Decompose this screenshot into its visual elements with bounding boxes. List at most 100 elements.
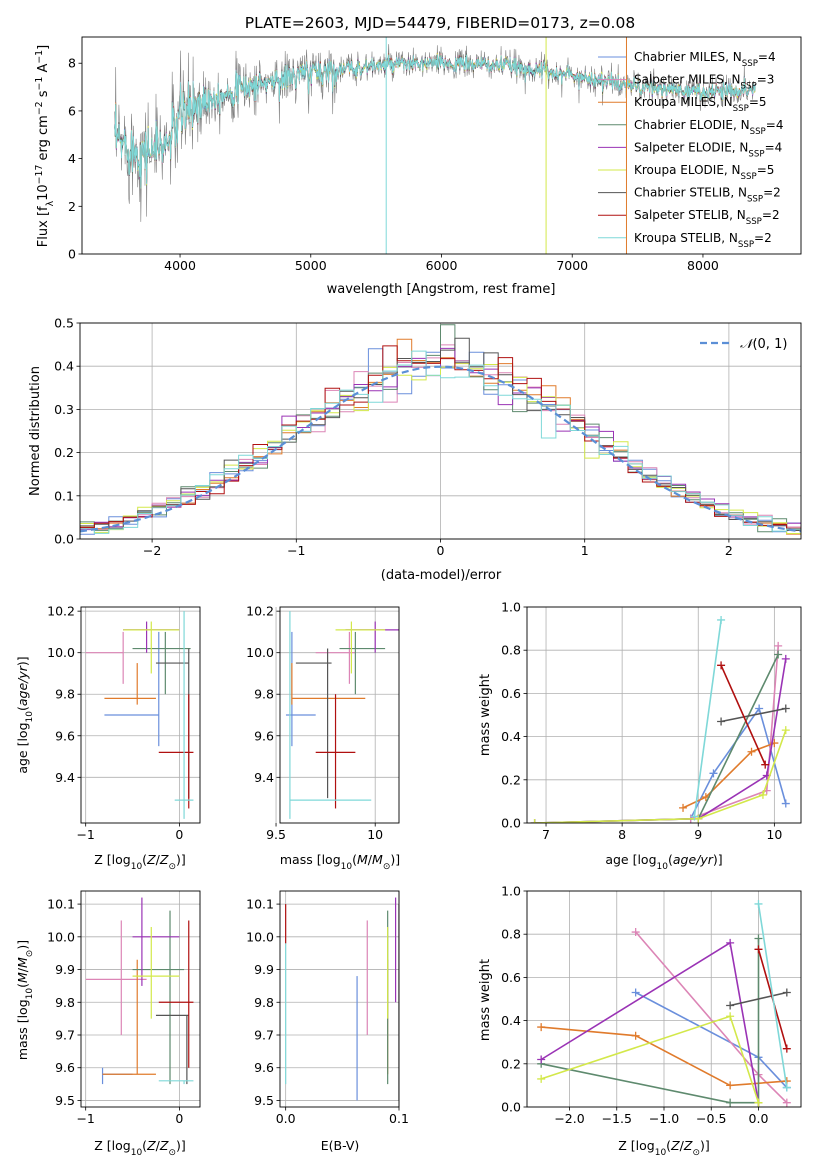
mass-weight-marker (726, 1012, 735, 1021)
plot-layer (537, 899, 791, 1107)
label-part: =3 (757, 73, 775, 87)
label-part: Chabrier ELODIE, N (634, 118, 750, 132)
mass-weight-marker (709, 769, 718, 778)
mass-weight-line (693, 619, 722, 817)
massweight-age-x-label: age [log10(age/yr)] (605, 852, 722, 872)
label-part: −2 (34, 101, 45, 115)
legend-entry: Kroupa ELODIE, NSSP=5 (634, 163, 774, 182)
mass-weight-marker (781, 654, 790, 663)
age-vs-mass-x-label: mass [log10(M/M⊙)] (280, 852, 400, 872)
label-part: Z (159, 852, 169, 867)
ticks: 7 8 9 10 0.0 0.2 0.4 0.6 0.8 1.0 (501, 600, 782, 843)
plot-layer (285, 611, 399, 819)
mass-weight-marker (631, 1031, 640, 1040)
x-tick-label: 5000 (295, 258, 327, 273)
label-part: SSP (746, 217, 762, 227)
label-part: Salpeter MILES, N (634, 73, 741, 87)
label-part: / (156, 1138, 161, 1153)
label-part: 10 (131, 862, 143, 872)
x-tick-label: 1 (581, 543, 589, 558)
mass-weight-marker (774, 650, 783, 659)
label-part: −17 (34, 165, 45, 185)
label-part: λ (45, 200, 56, 206)
label-part: SSP (738, 240, 754, 250)
label-part: 10 (131, 1148, 143, 1158)
mass-weight-marker (754, 899, 763, 908)
plot-area (82, 37, 801, 254)
label-part: ( (668, 852, 673, 867)
x-tick-label: −1.0 (649, 1111, 679, 1126)
y-tick-label: 9.6 (55, 728, 75, 743)
label-part: ⊙ (383, 862, 391, 872)
label-part: =2 (763, 186, 781, 200)
label-part: ( (142, 1138, 147, 1153)
label-part: Chabrier STELIB, N (634, 186, 747, 200)
ticks: 9.5 10 9.4 9.6 9.8 10.0 10.2 (246, 604, 383, 842)
chart-massweight_vs_Z: −2.0 −1.5 −1.0 −0.5 0.0 0.0 0.2 0.4 0.6 0.8 1.0 Z [… (478, 884, 802, 1158)
massweight-Z-x-label: Z [log10(Z/Z⊙)] (618, 1138, 710, 1158)
mass-weight-line (720, 707, 786, 723)
label-part: =4 (758, 50, 776, 64)
label-part: Kroupa STELIB, N (634, 231, 738, 245)
ticks: −1 0 9.4 9.6 9.8 10.0 10.2 (47, 604, 183, 842)
plot-area (280, 891, 399, 1107)
y-tick-label: 10.0 (246, 929, 274, 944)
mass-weight-marker (631, 928, 640, 937)
mass-vs-Z-y-label: mass [log10(M/M⊙)] (15, 940, 35, 1060)
y-tick-label: 0.4 (54, 359, 74, 374)
x-tick-label: 0 (175, 827, 183, 842)
x-tick-label: 0.0 (749, 1111, 769, 1126)
y-tick-label: 0.5 (54, 316, 74, 331)
hist-y-label: Normed distribution (28, 366, 43, 496)
x-tick-label: 7 (542, 827, 550, 842)
label-part: =5 (749, 95, 767, 109)
y-tick-label: 0.8 (501, 643, 521, 658)
label-part: SSP (742, 59, 758, 69)
y-tick-label: 9.8 (55, 995, 75, 1010)
age-vs-Z-y-label: age [log10(age/yr)] (15, 656, 35, 773)
mass-weight-marker (537, 1023, 546, 1032)
label-part: (0, 1) (752, 337, 787, 352)
mass-weight-marker (755, 704, 764, 713)
chart-age_vs_Z: −1 09.49.69.810.010.2Z [log10(Z/Z⊙)]age [… (15, 604, 201, 872)
x-tick-label: 4000 (164, 258, 196, 273)
label-part: ( (15, 706, 30, 711)
y-tick-label: 0.2 (501, 1056, 521, 1071)
y-tick-label: 9.4 (55, 770, 75, 785)
grid (81, 891, 200, 1107)
hist-legend-label: 𝒩(0, 1) (740, 337, 787, 352)
x-tick-label: 0.0 (276, 1111, 296, 1126)
spectrum-y-label: Flux [fλ10−17 erg cm−2 s−1 A−1] (34, 45, 56, 247)
y-tick-label: 0.6 (501, 970, 521, 985)
y-tick-label: 9.6 (55, 1060, 75, 1075)
ticks: −2 −1 0 1 2 0.0 0.1 0.2 0.3 0.4 0.5 (54, 316, 733, 559)
y-tick-label: 0.6 (501, 686, 521, 701)
legend-entry: Chabrier ELODIE, NSSP=4 (634, 118, 783, 137)
label-part: / (368, 852, 373, 867)
mass-weight-marker (754, 1098, 763, 1107)
x-tick-label: 0.1 (389, 1111, 409, 1126)
label-part: ( (352, 852, 357, 867)
spectrum-x-label: wavelength [Angstrom, rest frame] (327, 282, 556, 297)
label-part: M (15, 972, 30, 983)
plot-area (81, 891, 200, 1107)
y-tick-label: 0.4 (501, 729, 521, 744)
chart-age_vs_mass: 9.5 109.49.69.810.010.2 mass [log10(M/M⊙)] (246, 604, 400, 872)
y-tick-label: 9.8 (55, 687, 75, 702)
y-tick-label: 10.1 (47, 897, 75, 912)
mass-weight-marker (781, 726, 790, 735)
label-part: −1 (34, 77, 45, 91)
label-part: age/yr (15, 665, 30, 706)
mass-weight-marker (761, 760, 770, 769)
label-part: =2 (754, 231, 772, 245)
label-part: Chabrier MILES, N (634, 50, 742, 64)
legend-entry: Salpeter MILES, NSSP=3 (634, 73, 774, 92)
y-tick-label: 9.4 (254, 770, 274, 785)
y-tick-label: 9.8 (254, 995, 274, 1010)
mass-weight-marker (781, 799, 790, 808)
mass-weight-marker (717, 615, 726, 624)
y-tick-label: 8 (68, 56, 76, 71)
y-tick-label: 0 (68, 247, 76, 262)
chart-mass_vs_EBV: 0.0 0.1 9.5 9.6 9.7 9.8 9.9 10.0 10.1 E(B-V) (246, 890, 409, 1153)
